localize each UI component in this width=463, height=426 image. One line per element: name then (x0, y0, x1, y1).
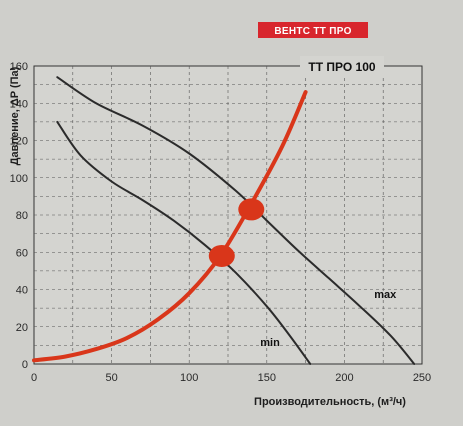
intersection-markers (208, 198, 265, 267)
y-tick-label: 60 (16, 247, 28, 259)
y-tick-label: 0 (22, 359, 28, 371)
x-tick-label: 100 (180, 372, 198, 384)
system-curve-line (32, 90, 308, 363)
x-tick-label: 0 (31, 372, 37, 384)
series-label-min: min (260, 337, 280, 349)
series-line-max (56, 76, 416, 365)
title-backdrop (300, 56, 384, 76)
x-tick-label: 250 (413, 372, 431, 384)
x-tick-label: 200 (335, 372, 353, 384)
y-tick-label: 140 (10, 98, 28, 110)
intersection-marker-2 (208, 244, 235, 267)
x-tick-labels: 0 50 100 150 200 250 (31, 372, 431, 384)
y-tick-label: 20 (16, 322, 28, 334)
brand-label: ВЕНТС ТТ ПРО (274, 26, 351, 37)
series-label-max: max (374, 289, 397, 301)
gridlines (34, 66, 422, 364)
y-tick-label: 160 (10, 61, 28, 73)
series-line-min (56, 120, 312, 365)
x-axis-label: Производительность, (м³/ч) (254, 396, 406, 408)
y-axis-label: Давление, ΔP (Па) (9, 66, 21, 165)
x-tick-label: 50 (105, 372, 117, 384)
x-tick-label: 150 (258, 372, 276, 384)
y-tick-labels: 0 20 40 60 80 100 120 140 160 (10, 61, 28, 371)
chart-title: ТТ ПРО 100 (308, 60, 375, 74)
y-tick-label: 40 (16, 285, 28, 297)
intersection-marker-1 (238, 198, 265, 221)
y-tick-label: 120 (10, 136, 28, 148)
y-tick-label: 100 (10, 173, 28, 185)
brand-banner (258, 22, 368, 38)
y-tick-label: 80 (16, 210, 28, 222)
curves: max min (32, 76, 416, 365)
